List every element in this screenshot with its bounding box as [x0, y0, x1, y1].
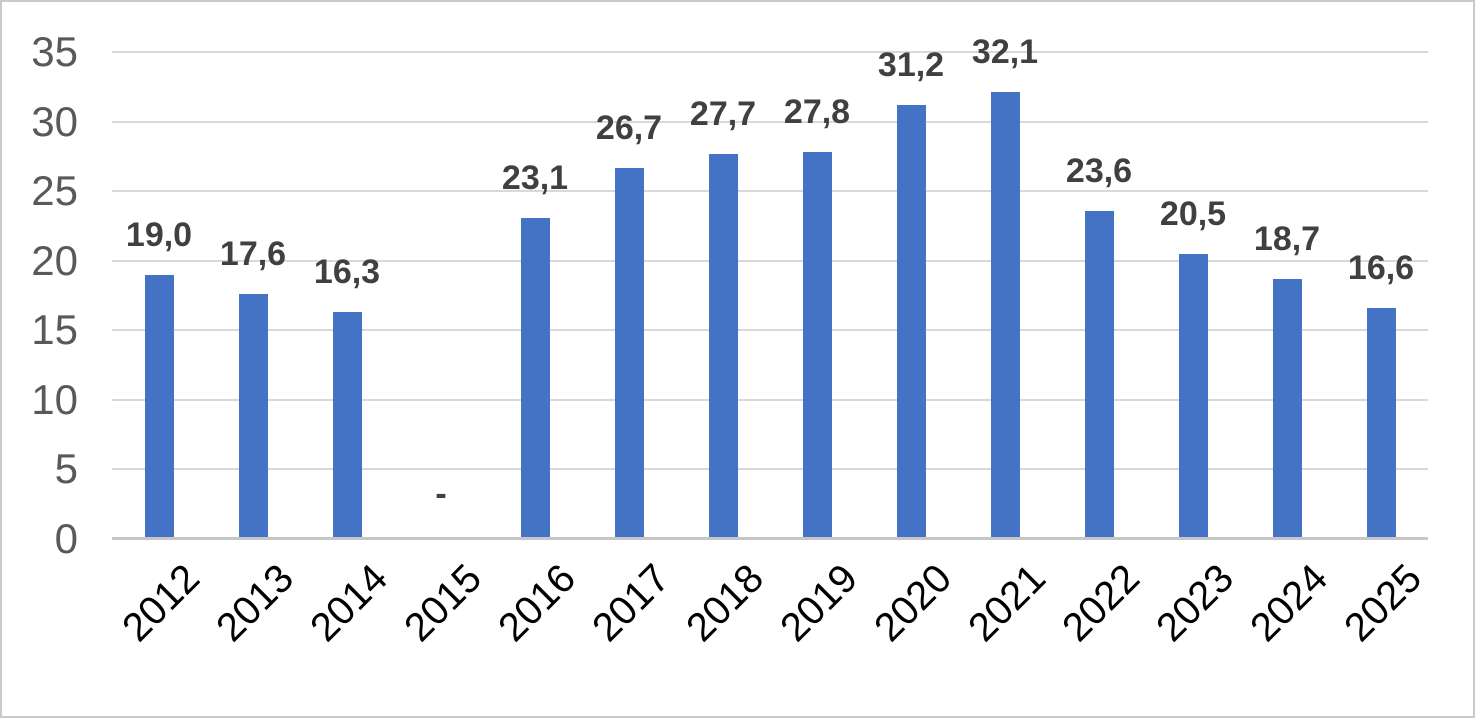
- bar-value-label-2023: 20,5: [1159, 194, 1227, 233]
- gridline-15: [112, 329, 1428, 332]
- x-tick-label-2019: 2019: [772, 556, 867, 651]
- y-tick-label: 0: [54, 515, 78, 562]
- x-tick-label-2024: 2024: [1242, 556, 1337, 651]
- bar-value-label-2024: 18,7: [1253, 219, 1321, 258]
- bar-2017: [614, 167, 644, 539]
- y-tick-label: 30: [31, 97, 78, 145]
- gridline-30: [112, 120, 1428, 123]
- bar-value-label-2012: 19,0: [125, 215, 193, 254]
- gridline-35: [112, 51, 1428, 53]
- gridline-25: [112, 190, 1428, 193]
- bar-2025: [1366, 308, 1396, 539]
- bar-value-label-2013: 17,6: [219, 235, 287, 274]
- bar-2016: [520, 217, 550, 539]
- y-tick-label: 15: [31, 306, 78, 354]
- bar-value-label-2015: -: [435, 475, 447, 513]
- bar-value-label-2019: 27,8: [783, 93, 851, 132]
- gridline-5: [112, 468, 1428, 471]
- bar-value-label-2018: 27,7: [689, 94, 757, 133]
- x-tick-label-2021: 2021: [960, 556, 1055, 651]
- bar-value-label-2016: 23,1: [501, 158, 569, 197]
- bar-2019: [802, 152, 832, 539]
- bar-value-label-2021: 32,1: [971, 33, 1039, 72]
- bar-2021: [990, 92, 1020, 539]
- gridline-10: [112, 398, 1428, 401]
- bar-2012: [144, 274, 174, 539]
- x-tick-label-2013: 2013: [208, 556, 303, 651]
- bar-2014: [332, 312, 362, 539]
- bar-value-label-2025: 16,6: [1347, 249, 1415, 288]
- y-tick-label: 20: [31, 236, 78, 284]
- x-tick-label-2023: 2023: [1148, 556, 1243, 651]
- gridline-20: [112, 259, 1428, 262]
- x-tick-label-2018: 2018: [678, 556, 773, 651]
- y-tick-label: 10: [31, 375, 78, 423]
- x-tick-label-2017: 2017: [584, 556, 679, 651]
- bar-value-label-2017: 26,7: [595, 108, 663, 147]
- x-tick-label-2025: 2025: [1336, 556, 1431, 651]
- bar-2023: [1178, 253, 1208, 539]
- bar-2022: [1084, 210, 1114, 539]
- y-tick-label: 35: [31, 28, 78, 75]
- bar-value-label-2014: 16,3: [313, 253, 381, 292]
- x-axis-line: [112, 537, 1428, 540]
- bar-2024: [1272, 278, 1302, 539]
- x-tick-label-2016: 2016: [490, 556, 585, 651]
- bar-value-label-2022: 23,6: [1065, 151, 1133, 190]
- x-tick-label-2014: 2014: [302, 556, 397, 651]
- y-tick-label: 25: [31, 167, 78, 215]
- y-tick-label: 5: [54, 445, 78, 493]
- bar-value-label-2020: 31,2: [877, 45, 945, 84]
- x-tick-label-2012: 2012: [114, 556, 209, 651]
- plot-area: 19,0 17,6 16,3 - 23,1 26,7 27,7 27,8 31,2 32,1 23,…: [112, 33, 1428, 540]
- x-tick-label-2015: 2015: [396, 556, 491, 651]
- bar-2018: [708, 153, 738, 539]
- x-tick-label-2022: 2022: [1054, 556, 1149, 651]
- bar-2013: [238, 294, 268, 539]
- bar-2020: [896, 104, 926, 539]
- x-tick-label-2020: 2020: [866, 556, 961, 651]
